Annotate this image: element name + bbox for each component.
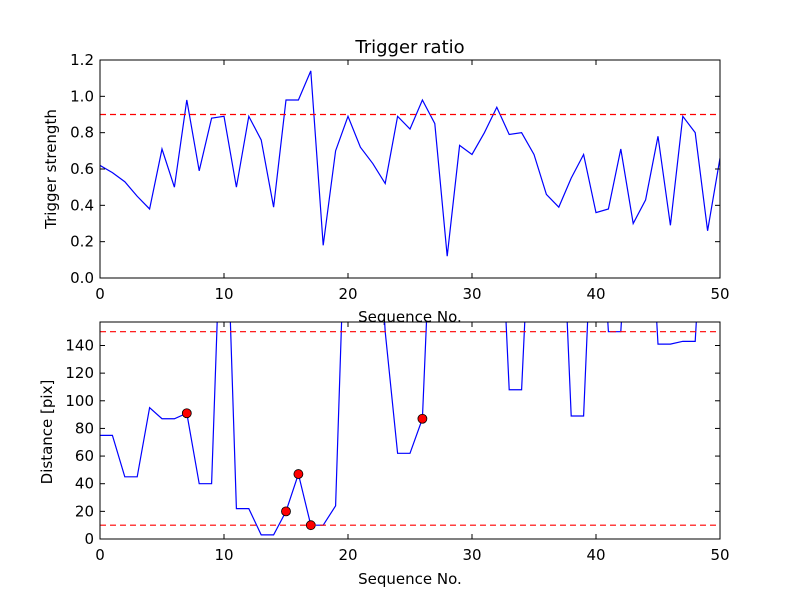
y-tick-label: 120: [65, 364, 94, 382]
x-tick-label: 40: [586, 285, 605, 303]
x-axis-label: Sequence No.: [358, 570, 462, 588]
y-axis-label: Distance [pix]: [38, 380, 56, 485]
y-tick-label: 0: [84, 530, 94, 548]
x-tick-label: 0: [95, 285, 105, 303]
data-point: [281, 506, 291, 517]
data-point: [181, 408, 192, 419]
series-line: [100, 70, 720, 257]
y-tick-label: 0.8: [70, 124, 94, 142]
data-point: [293, 469, 304, 479]
x-tick-label: 30: [462, 285, 481, 303]
y-tick-label: 80: [75, 419, 94, 437]
trigger-ratio-chart: Trigger ratio Sequence No. Trigger stren…: [42, 37, 730, 326]
y-tick-label: 0.4: [70, 196, 94, 214]
y-axis-label: Trigger strength: [42, 109, 60, 230]
x-tick-label: 0: [95, 546, 105, 564]
x-tick-label: 10: [214, 546, 233, 564]
plot-frame: [99, 59, 721, 279]
y-tick-label: 60: [75, 447, 94, 465]
x-tick-label: 10: [214, 285, 233, 303]
series-line: [100, 322, 697, 536]
chart-title: Trigger ratio: [354, 37, 464, 58]
x-tick-label: 20: [338, 285, 357, 303]
y-tick-label: 0.6: [70, 160, 94, 178]
plot-area: [100, 70, 720, 257]
y-tick-label: 0.2: [70, 233, 94, 251]
distance-chart: Sequence No. Distance [pix] 0 10 20 30 40 50 0…: [38, 321, 730, 588]
x-tick-label: 50: [710, 285, 729, 303]
x-tick-label: 40: [586, 546, 605, 564]
x-axis-label: Sequence No.: [358, 308, 462, 326]
y-tick-label: 140: [65, 336, 94, 354]
y-tick-label: 20: [75, 502, 94, 520]
y-tick-label: 1.0: [70, 87, 94, 105]
y-tick-label: 0.0: [70, 269, 94, 287]
y-tick-label: 100: [65, 392, 94, 410]
x-tick-label: 50: [710, 546, 729, 564]
x-tick-label: 20: [338, 546, 357, 564]
y-tick-label: 1.2: [70, 51, 94, 69]
plot-frame: [99, 321, 721, 540]
data-point: [417, 413, 428, 424]
x-tick-label: 30: [462, 546, 481, 564]
y-tick-label: 40: [75, 475, 94, 493]
